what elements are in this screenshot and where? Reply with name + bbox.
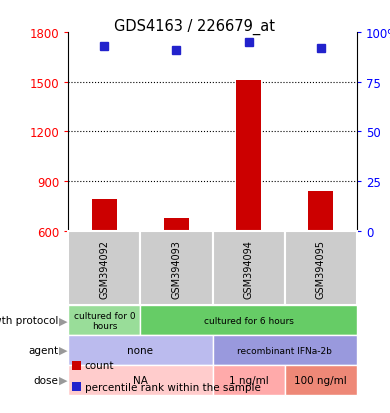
Text: cultured for 0
hours: cultured for 0 hours [73,311,135,330]
Text: ▶: ▶ [59,316,68,325]
Text: growth protocol: growth protocol [0,316,58,325]
Bar [236,81,261,231]
Text: GSM394093: GSM394093 [172,239,181,298]
Text: GSM394092: GSM394092 [99,239,109,298]
Text: dose: dose [34,375,58,385]
Text: GSM394095: GSM394095 [316,239,326,298]
Text: 1 ng/ml: 1 ng/ml [229,375,268,385]
Bar [164,218,189,231]
Text: ▶: ▶ [59,345,68,355]
Text: recombinant IFNa-2b: recombinant IFNa-2b [237,346,332,355]
Text: none: none [128,345,153,355]
Text: ▶: ▶ [59,375,68,385]
Text: 100 ng/ml: 100 ng/ml [294,375,347,385]
Text: GSM394094: GSM394094 [244,239,254,298]
Text: count: count [85,361,114,370]
Bar [92,200,117,231]
Text: agent: agent [28,345,58,355]
Text: percentile rank within the sample: percentile rank within the sample [85,382,261,392]
Text: NA: NA [133,375,148,385]
Text: GDS4163 / 226679_at: GDS4163 / 226679_at [115,19,275,35]
Text: cultured for 6 hours: cultured for 6 hours [204,316,294,325]
Bar [308,192,333,231]
